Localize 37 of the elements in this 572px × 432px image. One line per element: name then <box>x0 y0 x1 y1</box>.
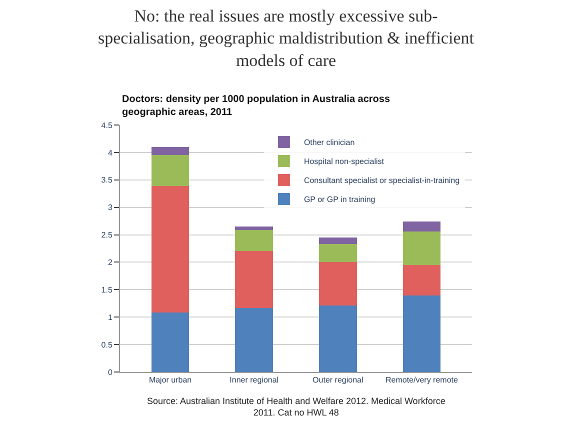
legend-label: GP or GP in training <box>304 195 376 204</box>
x-tick-label: Inner regional <box>230 376 279 385</box>
bar <box>402 296 441 372</box>
x-tick-label: Outer regional <box>312 376 364 385</box>
chart-title: No: the real issues are mostly excessive sub-specialisation, geographic maldistribution & inefficient models of care <box>98 6 474 70</box>
bar <box>319 244 357 262</box>
y-tick-label: 3 <box>108 203 113 212</box>
bar <box>151 146 190 156</box>
y-tick-label: 4 <box>108 148 113 158</box>
y-tick-label: 3.5 <box>101 176 113 185</box>
y-tick-label: 2.5 <box>101 230 113 240</box>
bar <box>151 312 190 372</box>
bar <box>151 186 190 313</box>
y-tick-label: 0 <box>108 368 113 377</box>
x-tick-label: Major urban <box>148 376 192 385</box>
legend-label: Other clinician <box>304 138 355 148</box>
legend-label: Consultant specialist or specialist-in-training <box>304 176 460 186</box>
chart-subtitle: Doctors: density per 1000 population in Australia across geographic areas, 2011 <box>122 94 390 118</box>
bar <box>235 308 273 372</box>
y-tick-label: 4.5 <box>101 120 113 130</box>
y-tick-label: 0.5 <box>101 340 113 350</box>
legend-label: Hospital non-specialist <box>304 157 385 166</box>
y-tick-label: 2 <box>108 258 113 268</box>
source-note: Source: Australian Institute of Health and Welfare 2012. Medical Workforce 2011. Cat no HWL 48 <box>147 396 446 418</box>
bar <box>319 262 357 306</box>
bar <box>319 306 357 372</box>
bar <box>402 264 441 296</box>
bar <box>235 251 273 308</box>
bar <box>402 231 441 265</box>
bar <box>319 238 357 244</box>
y-tick-label: 1 <box>108 312 113 322</box>
bar <box>151 155 190 186</box>
bar <box>235 230 273 252</box>
bar <box>235 226 273 230</box>
x-tick-label: Remote/very remote <box>385 376 458 385</box>
y-tick-label: 1.5 <box>101 285 113 294</box>
bar <box>402 222 441 232</box>
